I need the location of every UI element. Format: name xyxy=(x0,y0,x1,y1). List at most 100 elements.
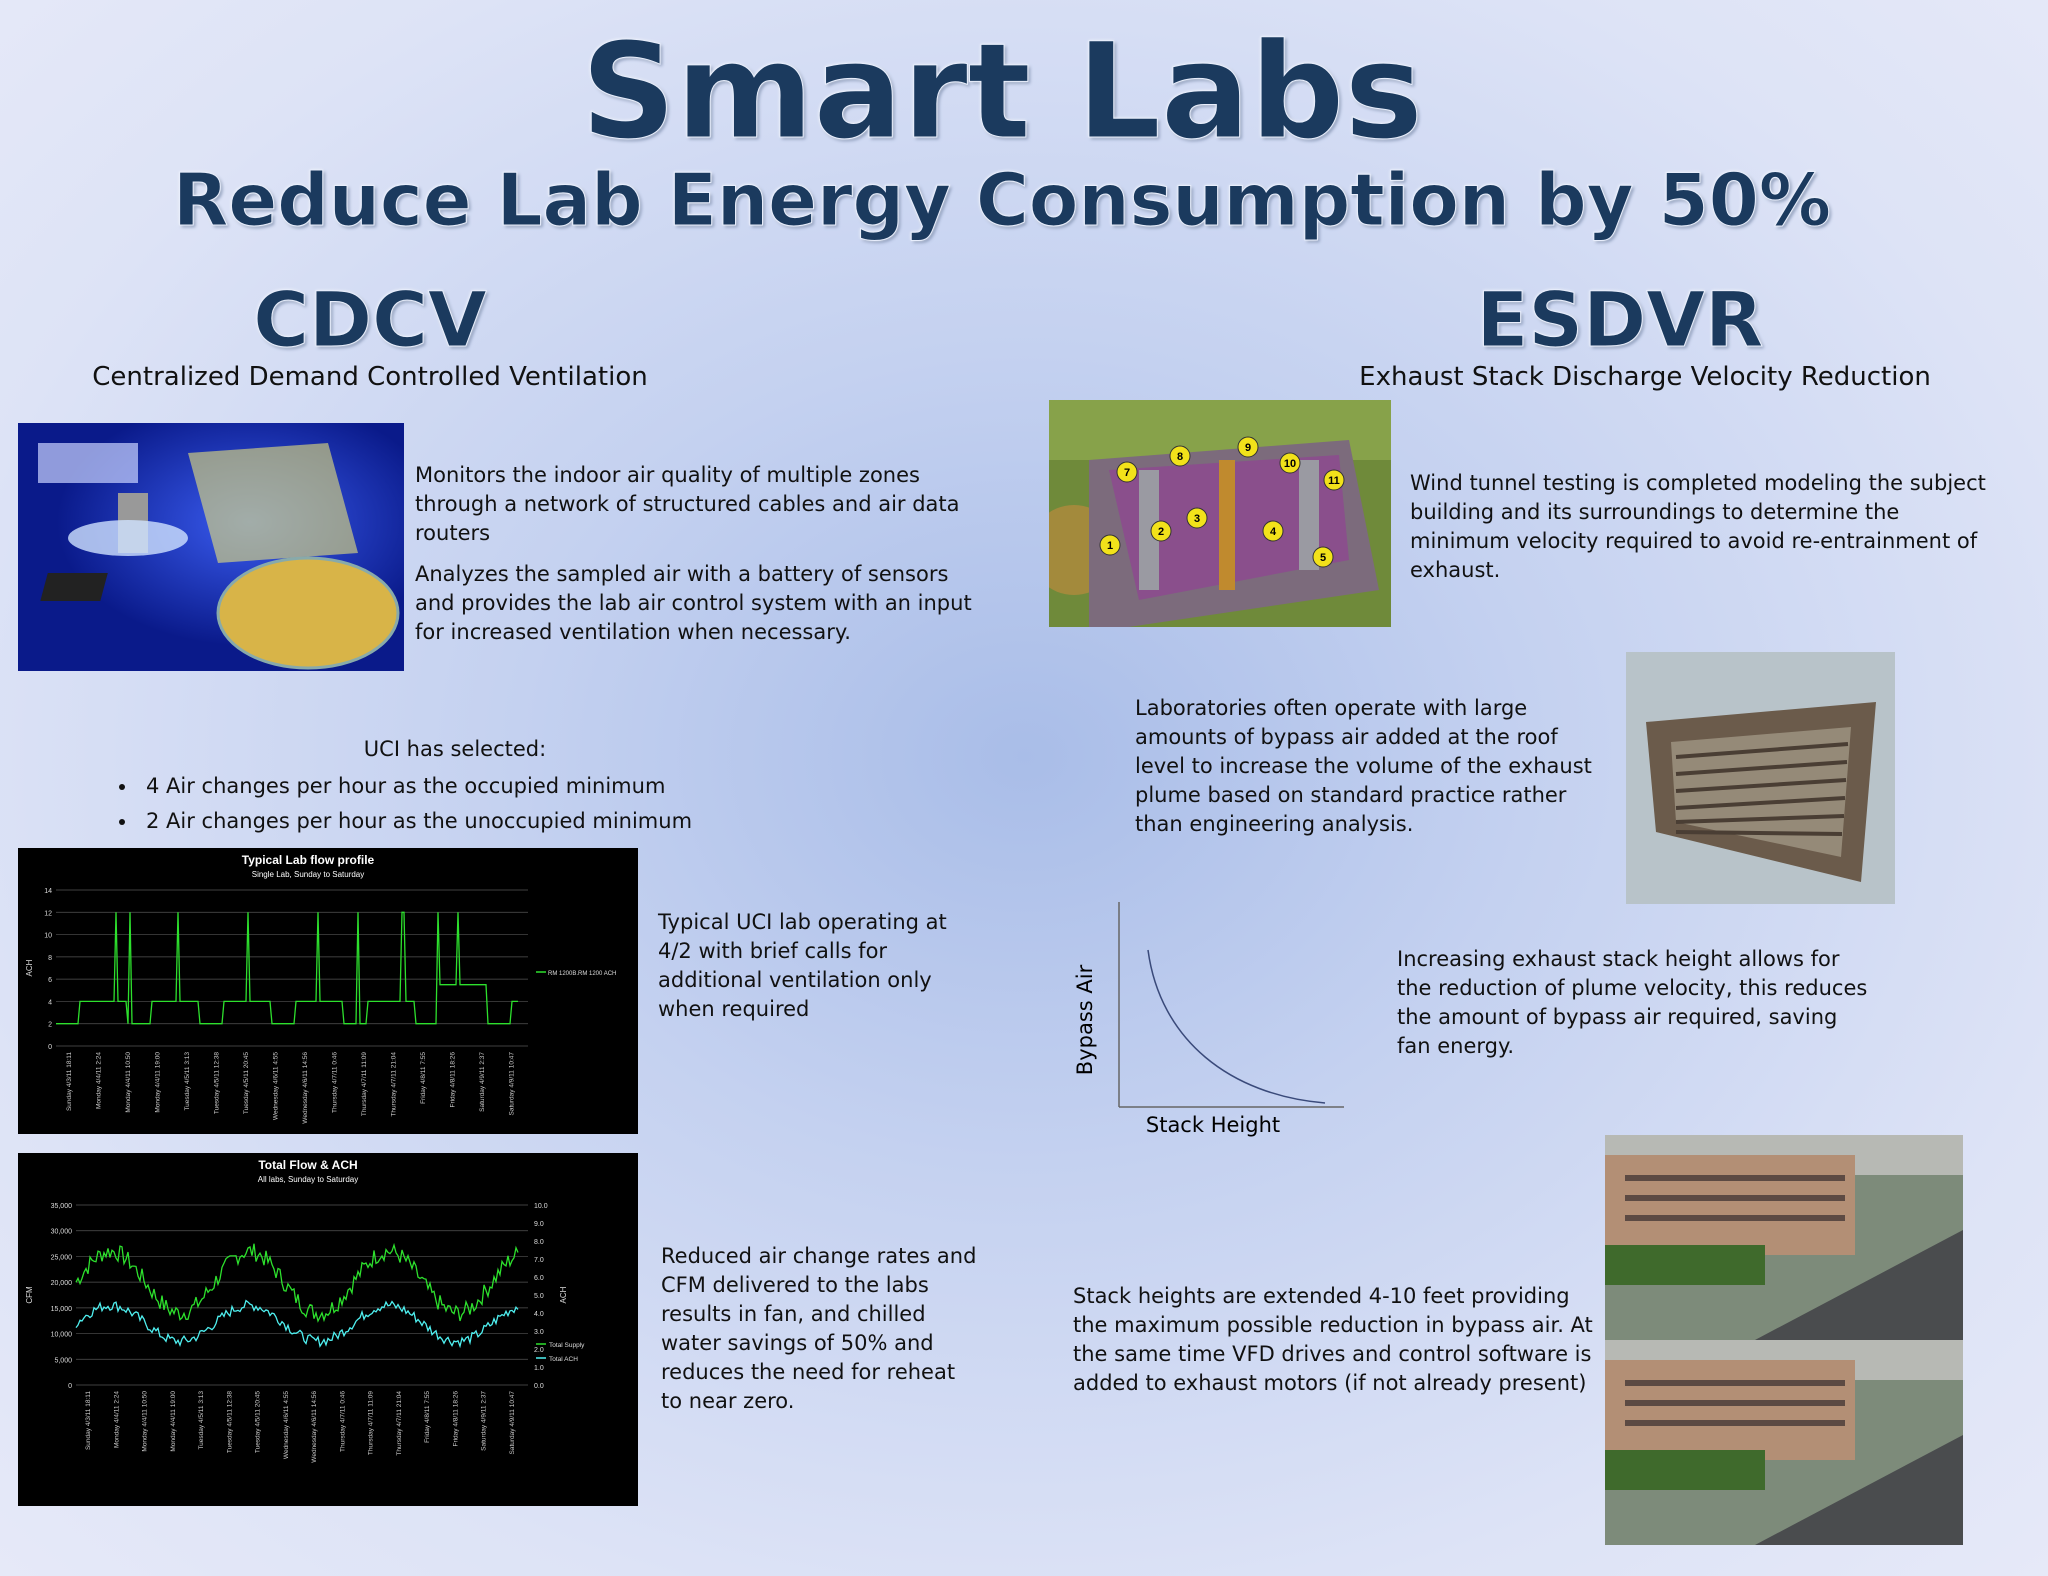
flow-profile-caption: Typical UCI lab operating at 4/2 with br… xyxy=(658,910,947,1021)
x-tick-label: Monday 4/4/11 2:24 xyxy=(113,1391,120,1448)
subtitle: Reduce Lab Energy Consumption by 50% xyxy=(172,158,1832,243)
marker-label: 8 xyxy=(1177,451,1183,463)
selected-intro: UCI has selected: xyxy=(363,737,547,761)
y-tick-label: 25,000 xyxy=(51,1254,73,1261)
y-tick-label: 12 xyxy=(44,910,52,917)
x-tick-label: Thursday 4/7/11 21:04 xyxy=(396,1391,403,1456)
y-tick-label: 2 xyxy=(48,1022,52,1029)
y2-tick-label: 7.0 xyxy=(534,1257,544,1264)
cdcv-heading: CDCV xyxy=(253,275,487,364)
y-tick-label: 8 xyxy=(48,955,52,962)
marker xyxy=(1099,534,1121,556)
bypass-photo xyxy=(1626,652,1895,904)
marker-label: 4 xyxy=(1270,526,1277,538)
legend-label: Total Supply xyxy=(549,1342,585,1349)
esdvr-heading: ESDVR xyxy=(1476,275,1764,364)
y2-tick-label: 0.0 xyxy=(534,1383,544,1390)
chart-title: Typical Lab flow profile xyxy=(242,853,375,867)
marker-label: 10 xyxy=(1284,458,1296,470)
x-tick-label: Saturday 4/9/11 10:47 xyxy=(508,1052,515,1116)
marker xyxy=(1279,452,1301,474)
x-tick-label: Wednesday 4/6/11 14:56 xyxy=(311,1391,318,1463)
cdcv-paragraph: Analyzes the sampled air with a battery … xyxy=(415,562,972,644)
x-tick-label: Sunday 4/3/11 18:11 xyxy=(66,1052,73,1111)
flow-profile-chart: Typical Lab flow profile Single Lab, Sund… xyxy=(18,848,638,1134)
selected-list: 4 Air changes per hour as the occupied m… xyxy=(110,769,778,839)
y-tick-label: 35,000 xyxy=(51,1203,73,1210)
marker xyxy=(1150,520,1172,542)
wind-tunnel-text: Wind tunnel testing is completed modelin… xyxy=(1410,471,1986,582)
x-tick-label: Tuesday 4/5/11 20:45 xyxy=(255,1391,262,1454)
bypass-text: Laboratories often operate with large am… xyxy=(1135,696,1592,836)
selected-item: 4 Air changes per hour as the occupied m… xyxy=(138,769,778,804)
extension-text: Stack heights are extended 4-10 feet pro… xyxy=(1073,1284,1593,1395)
marker-label: 11 xyxy=(1328,475,1340,487)
y-tick-label: 4 xyxy=(48,999,52,1006)
y2-axis-label: ACH xyxy=(559,1286,568,1303)
x-tick-label: Thursday 4/7/11 21:04 xyxy=(390,1052,397,1117)
x-tick-label: Friday 4/8/11 18:26 xyxy=(449,1052,456,1108)
x-tick-label: Wednesday 4/6/11 4:55 xyxy=(272,1052,279,1120)
selected-item: 2 Air changes per hour as the unoccupied… xyxy=(138,804,778,839)
y-axis-label: CFM xyxy=(25,1286,34,1304)
y-tick-label: 0 xyxy=(68,1383,72,1390)
y2-tick-label: 9.0 xyxy=(534,1221,544,1228)
marker-label: 5 xyxy=(1320,552,1326,564)
y-tick-label: 30,000 xyxy=(51,1229,73,1236)
x-tick-label: Saturday 4/9/11 2:37 xyxy=(479,1052,486,1112)
title: Smart Labs xyxy=(580,15,1424,169)
x-tick-label: Friday 4/8/11 7:55 xyxy=(420,1052,427,1104)
x-tick-label: Tuesday 4/5/11 12:38 xyxy=(226,1391,233,1454)
building-photos xyxy=(1605,1135,1963,1545)
x-tick-label: Monday 4/4/11 2:24 xyxy=(95,1052,102,1109)
marker xyxy=(1237,436,1259,458)
legend-label: Total ACH xyxy=(549,1356,578,1363)
photo xyxy=(1605,1340,1963,1545)
chart-background xyxy=(18,848,638,1134)
x-tick-label: Tuesday 4/5/11 12:38 xyxy=(213,1052,220,1115)
trace xyxy=(75,1299,519,1349)
chart-subtitle: All labs, Sunday to Saturday xyxy=(258,1175,359,1184)
marker-label: 9 xyxy=(1245,442,1251,454)
x-tick-label: Thursday 4/7/11 0:46 xyxy=(339,1391,346,1452)
y-tick-label: 6 xyxy=(48,977,52,984)
x-tick-label: Tuesday 4/5/11 3:13 xyxy=(198,1391,205,1450)
cdcv-paragraph: Monitors the indoor air quality of multi… xyxy=(415,463,960,545)
trace xyxy=(56,911,518,1025)
photo xyxy=(1605,1135,1963,1340)
y-tick-label: 14 xyxy=(44,888,52,895)
y-tick-label: 20,000 xyxy=(51,1280,73,1287)
y2-tick-label: 4.0 xyxy=(534,1311,544,1318)
x-tick-label: Friday 4/8/11 7:55 xyxy=(424,1391,431,1443)
curve xyxy=(1147,949,1326,1104)
wind-tunnel-photo: 1 2 3 4 5 7 8 9 10 11 xyxy=(1049,400,1391,627)
y2-tick-label: 6.0 xyxy=(534,1275,544,1282)
x-tick-label: Monday 4/4/11 19:00 xyxy=(170,1391,177,1452)
y-axis-label: Bypass Air xyxy=(1073,964,1097,1075)
y2-tick-label: 1.0 xyxy=(534,1365,544,1372)
x-tick-label: Monday 4/4/11 10:50 xyxy=(125,1052,132,1113)
x-tick-label: Tuesday 4/5/11 20:45 xyxy=(243,1052,250,1115)
x-tick-label: Monday 4/4/11 19:00 xyxy=(154,1052,161,1113)
chart-background xyxy=(18,1153,638,1506)
x-tick-label: Tuesday 4/5/11 3:13 xyxy=(184,1052,191,1111)
x-tick-label: Monday 4/4/11 10:50 xyxy=(142,1391,149,1452)
x-tick-label: Thursday 4/7/11 11:09 xyxy=(368,1391,375,1455)
marker-label: 2 xyxy=(1158,526,1164,538)
x-axis-label: Stack Height xyxy=(1146,1113,1280,1137)
x-tick-label: Thursday 4/7/11 0:46 xyxy=(331,1052,338,1113)
y-tick-label: 0 xyxy=(48,1044,52,1051)
trace xyxy=(75,1242,519,1323)
stack-height-text: Increasing exhaust stack height allows f… xyxy=(1397,947,1868,1058)
y-axis-label: ACH xyxy=(25,959,34,976)
x-tick-label: Thursday 4/7/11 11:09 xyxy=(361,1052,368,1116)
marker xyxy=(1312,546,1334,568)
y-tick-label: 5,000 xyxy=(54,1357,72,1364)
marker-label: 1 xyxy=(1107,540,1113,552)
y-tick-label: 10 xyxy=(44,933,52,940)
marker-label: 3 xyxy=(1194,513,1200,525)
y2-tick-label: 8.0 xyxy=(534,1239,544,1246)
x-tick-label: Wednesday 4/6/11 4:55 xyxy=(283,1391,290,1459)
y-tick-label: 10,000 xyxy=(51,1332,73,1339)
